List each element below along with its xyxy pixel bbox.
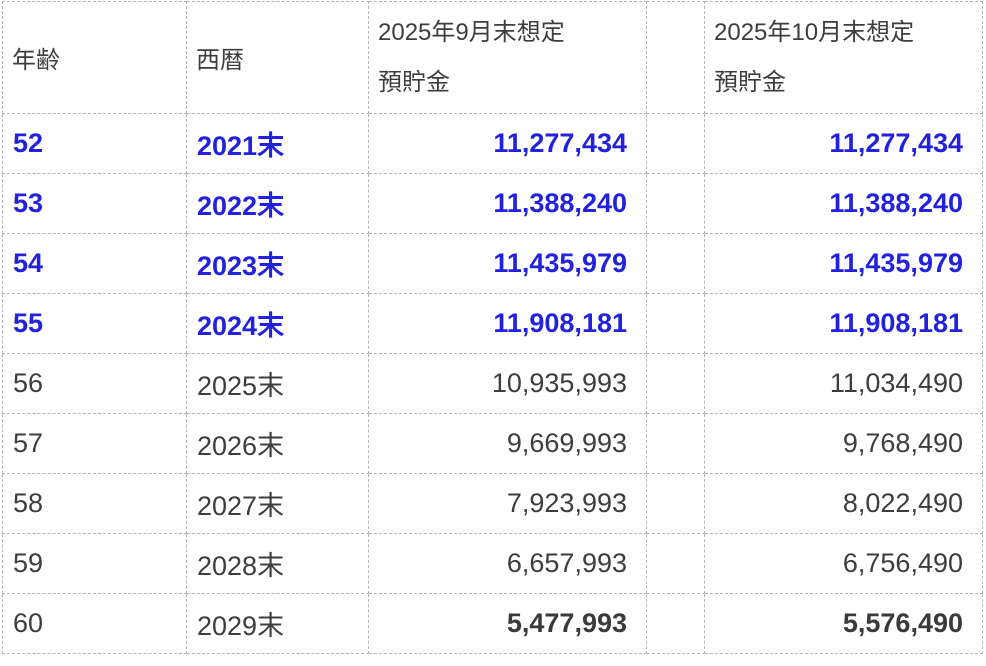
age-cell: 53 (2, 173, 187, 234)
table-row: 60 2029末 5,477,993 5,576,490 (2, 593, 983, 654)
oct-savings-cell: 11,435,979 (704, 233, 983, 294)
age-cell: 54 (2, 233, 187, 294)
sep-savings-cell: 11,435,979 (368, 233, 647, 294)
spacer-cell (646, 293, 705, 354)
sep-savings-cell: 10,935,993 (368, 353, 647, 414)
table-row: 59 2028末 6,657,993 6,756,490 (2, 533, 983, 594)
header-oct-savings-line2: 預貯金 (714, 68, 786, 96)
age-cell: 59 (2, 533, 187, 594)
table-row: 55 2024末 11,908,181 11,908,181 (2, 293, 983, 354)
sep-savings-cell: 11,277,434 (368, 113, 647, 174)
year-cell: 2022末 (186, 173, 369, 234)
header-spacer (646, 1, 705, 114)
spacer-cell (646, 413, 705, 474)
table-row: 57 2026末 9,669,993 9,768,490 (2, 413, 983, 474)
age-cell: 52 (2, 113, 187, 174)
year-cell: 2025末 (186, 353, 369, 414)
sep-savings-cell: 9,669,993 (368, 413, 647, 474)
year-cell: 2026末 (186, 413, 369, 474)
year-cell: 2023末 (186, 233, 369, 294)
spacer-cell (646, 473, 705, 534)
table-row: 53 2022末 11,388,240 11,388,240 (2, 173, 983, 234)
age-cell: 60 (2, 593, 187, 654)
year-cell: 2027末 (186, 473, 369, 534)
table-row: 58 2027末 7,923,993 8,022,490 (2, 473, 983, 534)
savings-projection-table: 年齢 西暦 2025年9月末想定 預貯金 2025年10月末想定 預貯金 52 … (2, 1, 983, 654)
age-cell: 55 (2, 293, 187, 354)
header-sep-savings-line1: 2025年9月末想定 (378, 19, 565, 47)
age-cell: 57 (2, 413, 187, 474)
spacer-cell (646, 113, 705, 174)
header-age: 年齢 (2, 1, 187, 114)
spacer-cell (646, 533, 705, 594)
oct-savings-cell: 11,034,490 (704, 353, 983, 414)
header-year: 西暦 (186, 1, 369, 114)
oct-savings-cell: 11,388,240 (704, 173, 983, 234)
header-oct-savings-line1: 2025年10月末想定 (714, 19, 915, 47)
header-sep-savings-line2: 預貯金 (378, 68, 450, 96)
header-sep-savings: 2025年9月末想定 預貯金 (368, 1, 647, 114)
age-cell: 56 (2, 353, 187, 414)
table-row: 52 2021末 11,277,434 11,277,434 (2, 113, 983, 174)
table-row: 56 2025末 10,935,993 11,034,490 (2, 353, 983, 414)
year-cell: 2029末 (186, 593, 369, 654)
header-row: 年齢 西暦 2025年9月末想定 預貯金 2025年10月末想定 預貯金 (2, 1, 983, 114)
spacer-cell (646, 353, 705, 414)
sep-savings-cell: 11,388,240 (368, 173, 647, 234)
sep-savings-cell: 5,477,993 (368, 593, 647, 654)
year-cell: 2021末 (186, 113, 369, 174)
oct-savings-cell: 8,022,490 (704, 473, 983, 534)
oct-savings-cell: 6,756,490 (704, 533, 983, 594)
age-cell: 58 (2, 473, 187, 534)
sep-savings-cell: 11,908,181 (368, 293, 647, 354)
spacer-cell (646, 593, 705, 654)
oct-savings-cell: 11,277,434 (704, 113, 983, 174)
year-cell: 2024末 (186, 293, 369, 354)
oct-savings-cell: 5,576,490 (704, 593, 983, 654)
spacer-cell (646, 173, 705, 234)
header-oct-savings: 2025年10月末想定 預貯金 (704, 1, 983, 114)
spacer-cell (646, 233, 705, 294)
sep-savings-cell: 6,657,993 (368, 533, 647, 594)
oct-savings-cell: 11,908,181 (704, 293, 983, 354)
oct-savings-cell: 9,768,490 (704, 413, 983, 474)
sep-savings-cell: 7,923,993 (368, 473, 647, 534)
year-cell: 2028末 (186, 533, 369, 594)
table-row: 54 2023末 11,435,979 11,435,979 (2, 233, 983, 294)
